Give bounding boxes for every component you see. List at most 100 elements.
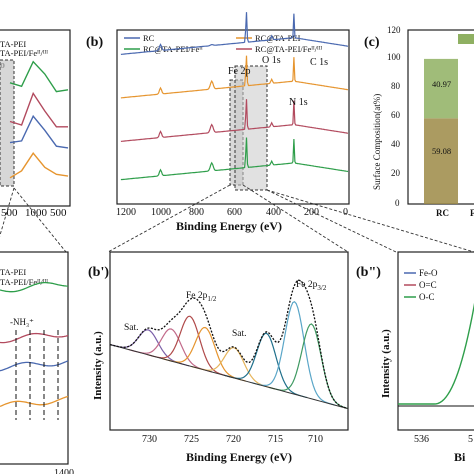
panel-b-frame: [116, 29, 350, 205]
panel-a-legend-1: TA-PEI: [0, 39, 26, 49]
panel-b-series-RC: [120, 12, 349, 55]
panel-b-legend-2: RC@TA-PEI: [255, 33, 301, 43]
panel-b-prime-envelope: [109, 279, 347, 409]
panel-c-ylabel: Surface Composition(at%): [372, 94, 382, 190]
panel-b-prime-xlabel: Binding Energy (eV): [186, 450, 292, 464]
panel-a-series-4: [9, 152, 69, 179]
panel-a-series-2: [9, 91, 68, 128]
panel-a-series-3: [9, 114, 69, 149]
panel-b-annotation-n1s: N 1s: [289, 97, 308, 108]
panel-b-tag: (b): [86, 35, 103, 50]
panel-b-prime-xtick-725: 725: [184, 434, 199, 445]
panel-b-prime-annotation-fe12: Fe 2p1/2: [186, 291, 217, 303]
zoom-connectors: [0, 184, 474, 253]
panel-b-prime: (b') Intensity (a.u.) Sat. Fe 2p1/2 Sat.…: [88, 251, 349, 464]
panel-c-ytick-40: 40: [391, 139, 401, 149]
panel-b-prime-ylabel: Intensity (a.u.): [92, 331, 104, 400]
panel-a-spectra: [9, 60, 69, 179]
panel-c-data-label-c: 59.08: [432, 146, 451, 156]
panel-b-prime-peak-2: [128, 328, 213, 373]
panel-a-prime-legend-1: TA-PEI: [0, 267, 26, 277]
panel-a-legend-2: TA-PEI/Feᴵᴵ/ᴵᴵᴵ: [0, 48, 48, 58]
panel-c: (c) Surface Composition(at%) 0 20 40 60 …: [364, 25, 474, 218]
panel-c-category-rc: RC: [436, 208, 449, 218]
panel-c-category-2: F: [470, 208, 474, 218]
panel-a-series-1: [9, 60, 69, 93]
panel-b-double-prime-xtick-5: 5: [468, 434, 473, 445]
panel-c-legend-swatch: [458, 34, 474, 44]
panel-b-prime-annotation-fe32: Fe 2p3/2: [296, 280, 327, 292]
panel-b-prime-tag: (b'): [88, 265, 109, 280]
panel-b-annotation-fe2p: Fe 2p: [228, 66, 251, 77]
panel-c-ytick-120: 120: [387, 25, 401, 35]
panel-c-ytick-60: 60: [391, 110, 401, 120]
panel-b-prime-annotation-sat1: Sat.: [124, 323, 139, 333]
panel-a-prime: TA-PEI TA-PEI/Feᴵᴵ/ᴵᴵᴵ -NH₃⁺ 1400: [0, 251, 74, 474]
panel-a-xtick-2: 1000: [25, 207, 48, 219]
panel-b-annotation-c1s: C 1s: [310, 57, 328, 68]
panel-b-prime-frame: [109, 251, 349, 431]
panel-b-double-prime-series-o-c: [398, 302, 474, 405]
panel-c-bar-O: [424, 58, 458, 119]
panel-b-prime-xtick-720: 720: [226, 434, 241, 445]
panel-b-prime-peak-7: [251, 300, 336, 406]
panel-c-ytick-0: 0: [395, 198, 400, 208]
panel-a-prime-frame: [0, 251, 69, 465]
panel-b-double-prime-tag: (b"): [356, 265, 381, 280]
panel-b-double-prime-xtick-536: 536: [414, 434, 429, 445]
panel-b-annotation-o1s: O 1s: [262, 55, 281, 66]
panel-b-prime-xtick-715: 715: [268, 434, 283, 445]
panel-b-prime-peak-4: [162, 326, 247, 382]
panel-a-xtick-3: 500: [50, 207, 67, 219]
panel-b: (b) RC RC@TA-PEI/Feᴵᴵ RC@TA-PEI RC@TA-PE…: [86, 12, 350, 233]
panel-b-xlabel: Binding Energy (eV): [176, 219, 282, 233]
panel-b-prime-background: [109, 344, 349, 410]
panel-a-xtick-1: 500: [1, 207, 18, 219]
panel-b-double-prime-legend-1: Fe-O: [419, 268, 438, 278]
panel-b-spectra: [120, 12, 349, 181]
panel-a-highlight-region: [0, 59, 15, 187]
panel-a-prime-spectra: [0, 281, 69, 420]
panel-c-data-label-o: 40.97: [432, 79, 451, 89]
panel-b-series-RC@TA-PEI/Feᴵᴵ/ᴵᴵᴵ: [120, 137, 349, 181]
panel-c-ytick-100: 100: [387, 52, 401, 62]
panel-b-double-prime-ylabel: Intensity (a.u.): [380, 329, 392, 398]
panel-b-xtick-800: 800: [189, 207, 204, 218]
panel-c-bar-C: [424, 118, 458, 204]
panel-b-double-prime-legend-3: O-C: [419, 292, 435, 302]
panel-b-series-RC@TA-PEI: [120, 55, 349, 99]
panel-a-prime-annotation: -NH₃⁺: [10, 317, 34, 327]
panel-b-xtick-0: 0: [343, 207, 348, 218]
panel-b-double-prime-frame: [397, 251, 474, 431]
panel-b-xtick-1200: 1200: [116, 207, 136, 218]
panel-c-ytick-80: 80: [391, 81, 401, 91]
panel-a-prime-series-3: [0, 360, 69, 372]
panel-b-prime-peak-6: [223, 332, 308, 399]
panel-b-legend-1: RC: [143, 33, 155, 43]
panel-c-ytick-20: 20: [391, 168, 401, 178]
panel-b-prime-xtick-710: 710: [308, 434, 323, 445]
panel-b-double-prime: (b") Intensity (a.u.) Fe-O O=C O-C 536 5…: [356, 251, 474, 464]
panel-c-tag: (c): [364, 35, 380, 50]
panel-b-prime-xtick-730: 730: [142, 434, 157, 445]
panel-a-prime-series-2: [0, 332, 69, 344]
panel-b-xtick-600: 600: [227, 207, 242, 218]
panel-a-prime-series-1: [0, 281, 69, 293]
panel-b-double-prime-spectra: [398, 302, 474, 407]
panel-a-prime-xtick: 1400: [54, 468, 74, 474]
panel-b-double-prime-legend-2: O=C: [419, 280, 437, 290]
panel-b-prime-annotation-sat2: Sat.: [232, 329, 247, 339]
panel-b-xtick-400: 400: [266, 207, 281, 218]
panel-a-prime-series-4: [0, 395, 69, 408]
panel-b-legend-4: RC@TA-PEI/Feᴵᴵ/ᴵᴵᴵ: [255, 44, 322, 54]
panel-b-prime-fitted-peaks: [109, 279, 349, 410]
panel-b-xtick-200: 200: [304, 207, 319, 218]
panel-a-prime-legend-2: TA-PEI/Feᴵᴵ/ᴵᴵᴵ: [0, 277, 48, 287]
panel-c-bars: [424, 58, 458, 204]
panel-a: TA-PEI TA-PEI/Feᴵᴵ/ᴵᴵᴵ o 500 1000 500: [0, 29, 71, 219]
panel-a-frame: [0, 29, 71, 207]
panel-b-double-prime-xlabel: Bi: [454, 450, 466, 464]
panel-b-xtick-1000: 1000: [151, 207, 171, 218]
panel-b-series-RC@TA-PEI/Feᴵᴵ: [120, 99, 349, 142]
